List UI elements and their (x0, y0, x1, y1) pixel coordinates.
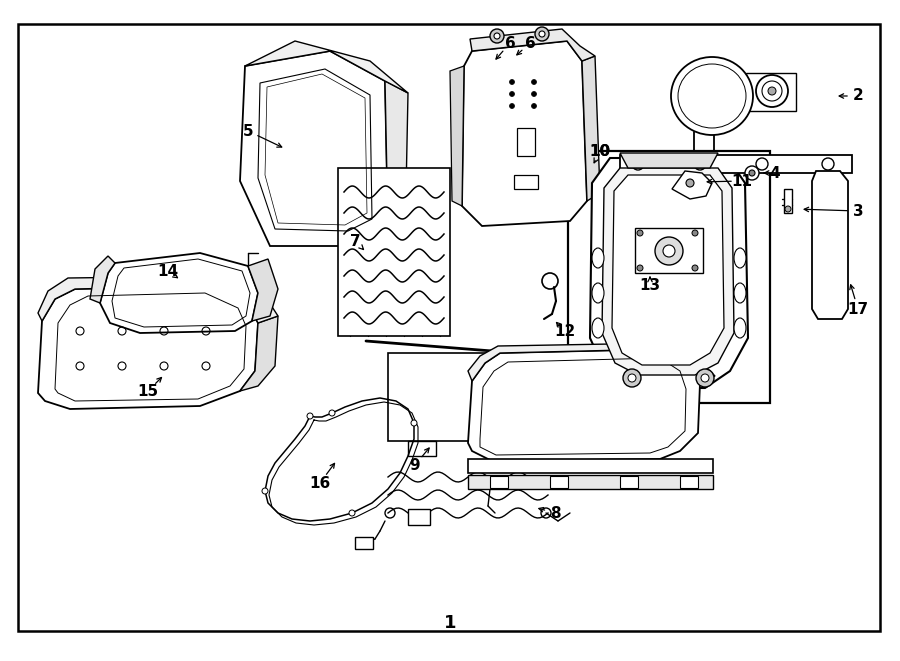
Circle shape (490, 29, 504, 43)
Polygon shape (468, 349, 700, 461)
Circle shape (749, 170, 755, 176)
Text: 1: 1 (444, 614, 456, 632)
Text: 3: 3 (852, 204, 863, 219)
Polygon shape (385, 81, 408, 243)
Polygon shape (248, 259, 278, 321)
Polygon shape (672, 171, 712, 199)
Ellipse shape (592, 248, 604, 268)
Polygon shape (240, 316, 278, 391)
Bar (784, 189, 792, 213)
Polygon shape (462, 41, 587, 226)
Text: 7: 7 (350, 233, 360, 249)
Text: 2: 2 (852, 89, 863, 104)
Text: 15: 15 (138, 383, 158, 399)
Text: 17: 17 (848, 301, 868, 317)
Circle shape (768, 87, 776, 95)
Circle shape (655, 237, 683, 265)
Circle shape (329, 410, 335, 416)
Polygon shape (620, 153, 718, 168)
Circle shape (539, 31, 545, 37)
Text: 4: 4 (770, 165, 780, 180)
Bar (355, 537, 373, 549)
Circle shape (701, 374, 709, 382)
Bar (568, 151, 770, 403)
Polygon shape (590, 158, 748, 388)
Bar (550, 476, 568, 488)
Polygon shape (38, 286, 258, 409)
Circle shape (696, 369, 714, 387)
Bar (680, 476, 698, 488)
Circle shape (532, 104, 536, 108)
Circle shape (509, 79, 515, 85)
Bar (408, 509, 430, 525)
Circle shape (509, 91, 515, 97)
Text: 8: 8 (550, 506, 561, 520)
Polygon shape (100, 253, 258, 333)
Circle shape (628, 374, 636, 382)
Circle shape (692, 265, 698, 271)
Circle shape (307, 413, 313, 419)
Circle shape (745, 166, 759, 180)
Circle shape (532, 79, 536, 85)
Text: 10: 10 (590, 143, 610, 159)
Circle shape (686, 179, 694, 187)
Bar (338, 168, 450, 336)
Polygon shape (450, 66, 464, 206)
Polygon shape (468, 343, 715, 383)
Text: 12: 12 (554, 323, 576, 338)
Circle shape (262, 488, 268, 494)
Text: 5: 5 (243, 124, 253, 139)
Ellipse shape (734, 283, 746, 303)
Circle shape (785, 206, 791, 212)
Circle shape (535, 27, 549, 41)
Circle shape (663, 245, 675, 257)
Text: 9: 9 (410, 457, 420, 473)
Circle shape (411, 420, 417, 426)
Circle shape (756, 75, 788, 107)
Circle shape (349, 510, 355, 516)
Polygon shape (812, 171, 848, 319)
Circle shape (623, 369, 641, 387)
Polygon shape (90, 256, 115, 303)
Circle shape (494, 33, 500, 39)
Ellipse shape (592, 318, 604, 338)
Text: 13: 13 (639, 278, 661, 293)
Bar (635, 228, 703, 273)
Ellipse shape (671, 57, 753, 135)
Polygon shape (602, 168, 734, 375)
Polygon shape (240, 51, 388, 246)
Circle shape (532, 91, 536, 97)
Polygon shape (470, 29, 595, 61)
Text: 10: 10 (590, 143, 610, 159)
Circle shape (637, 265, 643, 271)
Polygon shape (582, 56, 600, 201)
Bar (408, 441, 436, 456)
Text: 6: 6 (505, 36, 516, 50)
Bar (514, 175, 538, 189)
Bar (468, 459, 713, 473)
Bar (388, 353, 488, 441)
Text: 14: 14 (158, 264, 178, 278)
Polygon shape (245, 41, 408, 93)
Circle shape (509, 104, 515, 108)
Ellipse shape (734, 318, 746, 338)
Ellipse shape (734, 248, 746, 268)
Ellipse shape (592, 283, 604, 303)
Bar (490, 476, 508, 488)
Bar (620, 476, 638, 488)
Bar (468, 475, 713, 489)
Circle shape (637, 230, 643, 236)
Circle shape (692, 230, 698, 236)
Bar (517, 128, 535, 156)
Polygon shape (612, 175, 724, 365)
Polygon shape (38, 276, 278, 323)
Text: 16: 16 (310, 475, 330, 490)
Text: 6: 6 (525, 36, 535, 50)
Bar (746, 73, 796, 111)
Bar (620, 155, 852, 173)
Text: 11: 11 (732, 173, 752, 188)
